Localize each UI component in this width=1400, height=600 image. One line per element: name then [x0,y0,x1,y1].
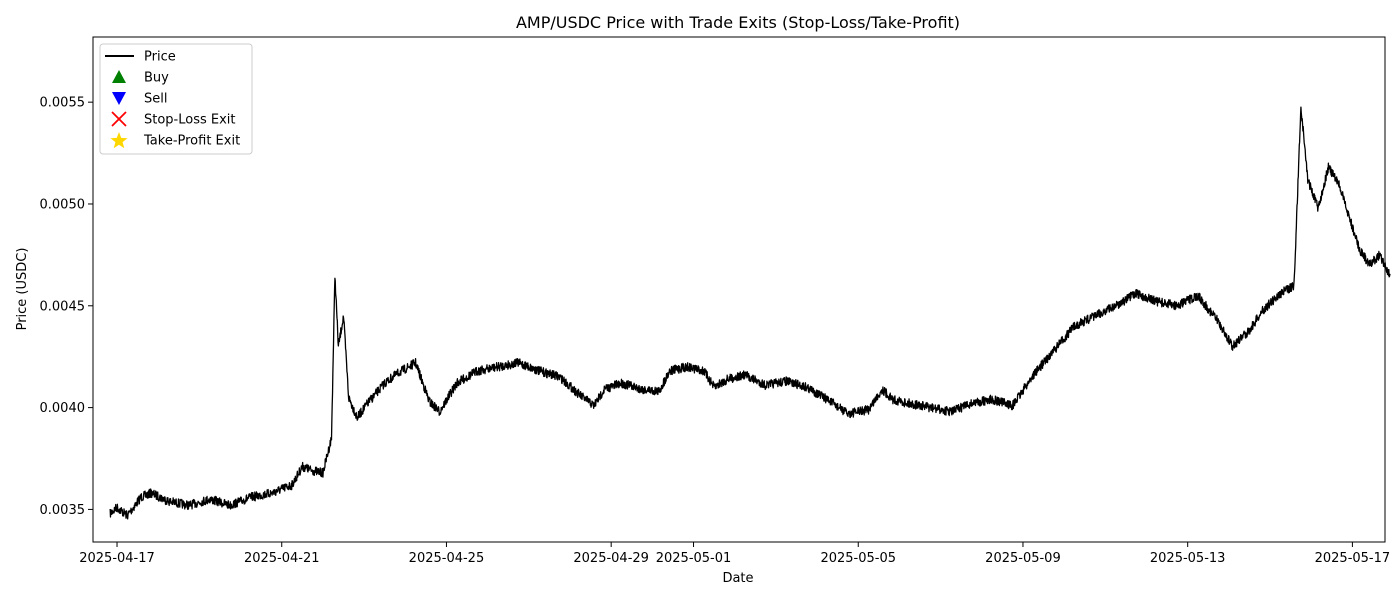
y-tick-label: 0.0035 [40,503,86,518]
legend: Price Buy Sell Stop-Loss Exit Take-Profit Ex… [99,43,253,155]
legend-label: Sell [144,92,167,107]
buy-marker-icon [112,70,126,83]
price-line [109,106,1391,520]
take-profit-marker-icon [110,132,128,149]
y-tick-label: 0.0055 [40,96,86,111]
legend-label: Price [144,50,176,65]
legend-box [99,43,253,155]
x-tick-label: 2025-05-05 [820,551,896,566]
x-axis-label: Date [722,571,753,586]
chart-title: AMP/USDC Price with Trade Exits (Stop-Lo… [516,13,960,32]
y-tick-label: 0.0050 [40,197,86,212]
x-tick-label: 2025-05-17 [1315,551,1391,566]
legend-label: Take-Profit Exit [143,134,240,149]
stop-loss-marker-icon [111,111,127,127]
x-tick-label: 2025-05-13 [1150,551,1226,566]
legend-label: Stop-Loss Exit [144,113,236,128]
y-tick-label: 0.0040 [40,401,86,416]
x-tick-label: 2025-04-21 [244,551,320,566]
plot-area [92,36,1391,543]
y-tick-label: 0.0045 [40,299,86,314]
sell-marker-icon [112,92,126,105]
x-tick-label: 2025-05-01 [656,551,732,566]
x-tick-label: 2025-05-09 [985,551,1061,566]
x-tick-label: 2025-04-25 [409,551,485,566]
y-axis-label: Price (USDC) [15,248,30,331]
x-tick-label: 2025-04-29 [573,551,649,566]
x-tick-label: 2025-04-17 [79,551,155,566]
x-stroke [111,111,127,127]
x-axis: 2025-04-17 2025-04-21 2025-04-25 2025-04-29… [79,542,1390,566]
legend-label: Buy [144,71,169,86]
plot-frame [92,36,1386,543]
y-axis: 0.0035 0.0040 0.0045 0.0050 0.0055 [40,96,93,518]
